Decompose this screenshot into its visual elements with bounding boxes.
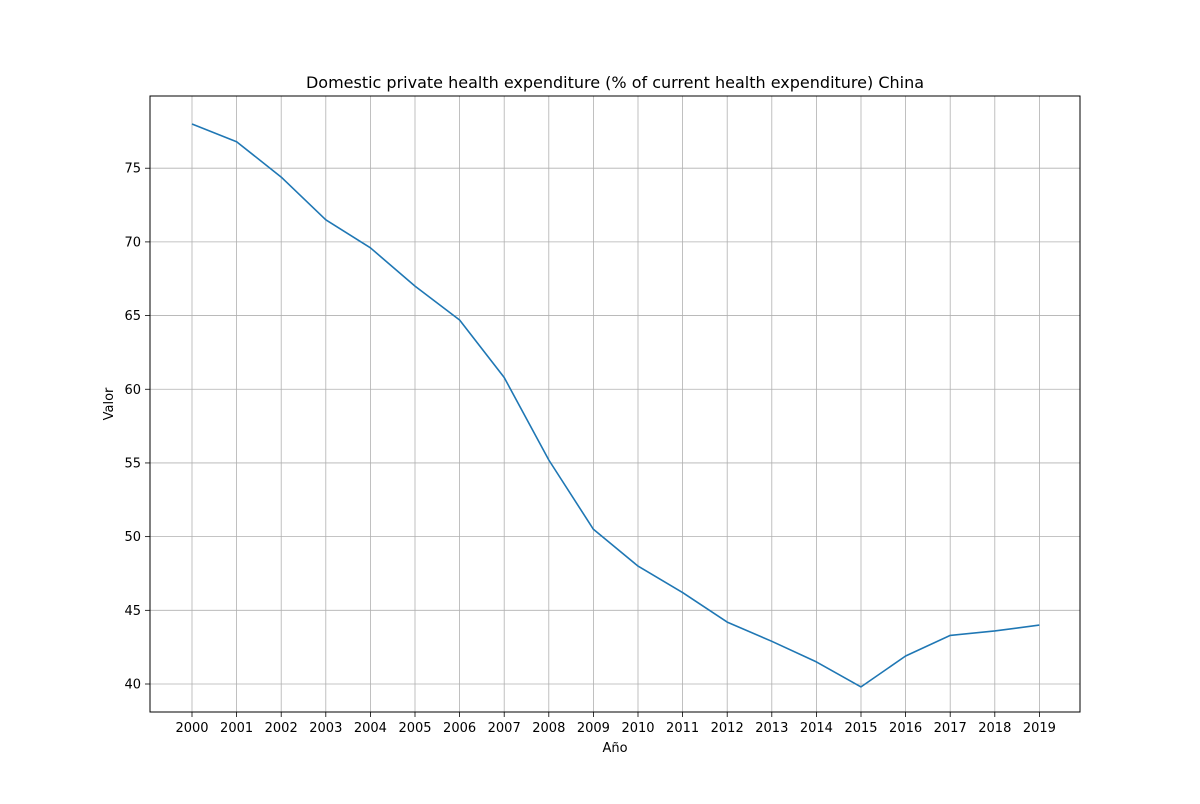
x-tick-label: 2003 <box>309 721 342 736</box>
series-line <box>191 123 1040 688</box>
x-tick-label: 2013 <box>755 721 788 736</box>
x-tick-label: 2015 <box>844 721 877 736</box>
x-tick-label: 2004 <box>354 721 387 736</box>
x-tick-label: 2008 <box>532 721 565 736</box>
chart-title: Domestic private health expenditure (% o… <box>306 73 924 92</box>
x-tick-label: 2018 <box>978 721 1011 736</box>
y-tick-label: 60 <box>124 383 141 398</box>
x-tick-label: 2014 <box>800 721 833 736</box>
y-tick-label: 75 <box>124 162 141 177</box>
x-axis-label: Año <box>602 741 627 756</box>
x-tick-label: 2002 <box>265 721 298 736</box>
x-tick-label: 2009 <box>577 721 610 736</box>
x-tick-label: 2000 <box>175 721 208 736</box>
grid-lines <box>150 96 1080 712</box>
x-tick-label: 2007 <box>488 721 521 736</box>
x-tick-label: 2016 <box>889 721 922 736</box>
y-tick-label: 50 <box>124 530 141 545</box>
x-tick-label: 2005 <box>398 721 431 736</box>
y-axis-label: Valor <box>102 387 117 420</box>
series-layer <box>191 123 1040 688</box>
x-tick-label: 2006 <box>443 721 476 736</box>
y-tick-label: 70 <box>124 235 141 250</box>
x-tick-label: 2012 <box>711 721 744 736</box>
x-tick-label: 2001 <box>220 721 253 736</box>
x-tick-label: 2011 <box>666 721 699 736</box>
y-tick-label: 55 <box>124 456 141 471</box>
x-tick-label: 2019 <box>1023 721 1056 736</box>
x-tick-label: 2017 <box>934 721 967 736</box>
y-tick-label: 40 <box>124 678 141 693</box>
y-tick-label: 45 <box>124 604 141 619</box>
y-axis-ticks: 40 45 50 55 60 65 70 75 <box>124 162 150 693</box>
plot-area-frame <box>149 95 1081 713</box>
x-tick-label: 2010 <box>621 721 654 736</box>
y-tick-label: 65 <box>124 309 141 324</box>
x-axis-ticks: 2000 2001 2002 2003 2004 2005 2006 2007 2008 2009… <box>175 712 1056 736</box>
